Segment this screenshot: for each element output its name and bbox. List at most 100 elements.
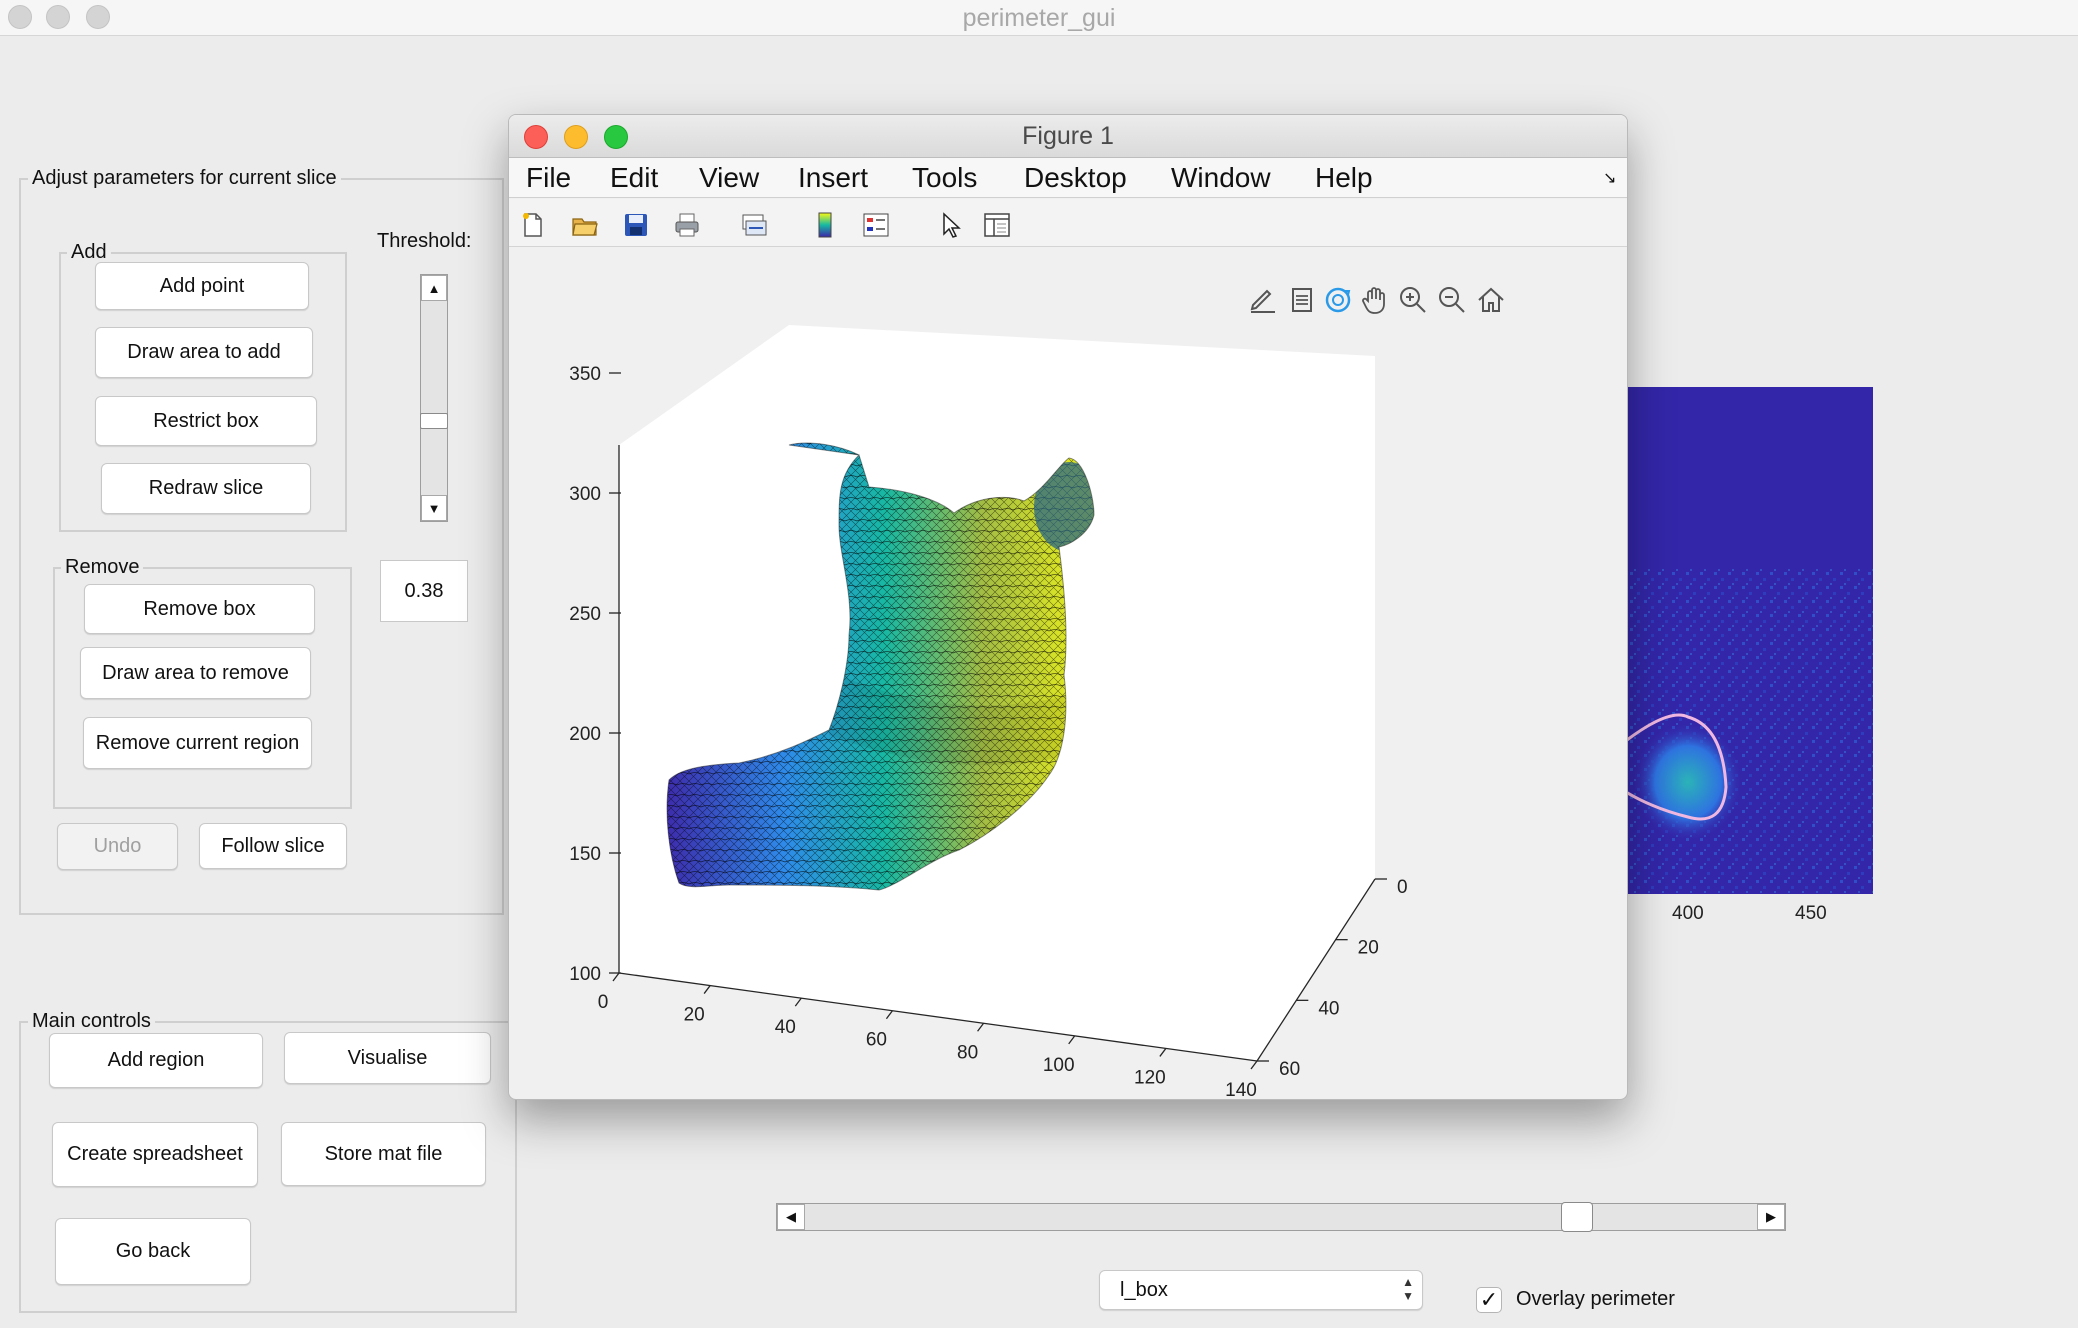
threshold-slider[interactable]: ▲ ▼ <box>420 274 448 522</box>
variable-select[interactable]: l_box ▲ ▼ <box>1099 1270 1423 1310</box>
data-tips-icon[interactable] <box>1285 283 1319 317</box>
main-controls-panel <box>19 1021 517 1313</box>
x-tick-label: 100 <box>1043 1055 1075 1076</box>
figure-zoom-button[interactable] <box>604 125 628 149</box>
figure-toolbar <box>509 199 1627 247</box>
home-icon[interactable] <box>1474 283 1508 317</box>
x-tick-mark <box>1159 1048 1167 1057</box>
select-arrows-icon: ▲ ▼ <box>1402 1275 1414 1303</box>
rotate-3d-icon[interactable] <box>1321 283 1355 317</box>
colorbar-icon[interactable] <box>811 211 839 239</box>
slider-left-arrow[interactable]: ◀ <box>777 1204 805 1230</box>
menu-tools[interactable]: Tools <box>912 162 978 193</box>
x-tick-mark <box>1250 1060 1258 1070</box>
legend-icon[interactable] <box>862 211 890 239</box>
x-tick-label: 120 <box>1134 1067 1166 1088</box>
x-tick-mark <box>1068 1035 1076 1045</box>
open-file-icon[interactable] <box>571 211 599 239</box>
redraw-slice-button[interactable]: Redraw slice <box>101 463 311 514</box>
x-tick-mark <box>612 972 620 982</box>
go-back-button[interactable]: Go back <box>55 1218 251 1285</box>
zoom-in-icon[interactable] <box>1396 283 1430 317</box>
z-tick-label: 150 <box>569 844 601 865</box>
window-title: perimeter_gui <box>962 4 1116 32</box>
z-tick-label: 200 <box>569 724 601 745</box>
image-x-tick-400: 400 <box>1672 903 1704 924</box>
visualise-button[interactable]: Visualise <box>284 1032 491 1084</box>
surface-outline <box>666 442 1095 891</box>
y-tick-label: 0 <box>1397 877 1408 898</box>
menu-desktop[interactable]: Desktop <box>1024 162 1127 193</box>
slice-slider[interactable]: ◀ ▶ <box>776 1202 1786 1232</box>
minimize-window-button[interactable] <box>46 5 70 29</box>
axes-lines <box>618 445 1376 1062</box>
image-x-tick-450: 450 <box>1795 903 1827 924</box>
menu-file[interactable]: File <box>526 162 572 193</box>
close-window-button[interactable] <box>8 5 32 29</box>
brush-icon[interactable] <box>1246 283 1280 317</box>
pan-icon[interactable] <box>1358 283 1392 317</box>
slice-slider-thumb[interactable] <box>1561 1202 1594 1232</box>
menu-insert[interactable]: Insert <box>798 162 869 193</box>
main-controls-title: Main controls <box>28 1010 155 1033</box>
x-tick-label: 0 <box>598 992 609 1013</box>
draw-area-to-add-button[interactable]: Draw area to add <box>95 327 313 378</box>
new-figure-icon[interactable] <box>519 211 547 239</box>
z-axis-ticks: 100 150 200 250 300 350 <box>569 364 621 985</box>
undo-button[interactable]: Undo <box>57 823 178 870</box>
save-icon[interactable] <box>622 211 650 239</box>
follow-slice-button[interactable]: Follow slice <box>199 823 347 869</box>
slider-up-arrow[interactable]: ▲ <box>421 275 447 301</box>
adjust-parameters-title: Adjust parameters for current slice <box>28 167 341 190</box>
z-tick-label: 350 <box>569 364 601 385</box>
variable-select-value: l_box <box>1120 1278 1168 1301</box>
z-tick-label: 300 <box>569 484 601 505</box>
threshold-value-field[interactable]: 0.38 <box>380 560 468 622</box>
remove-group-title: Remove <box>61 556 144 579</box>
x-tick-mark <box>885 1010 893 1020</box>
restrict-box-button[interactable]: Restrict box <box>95 396 317 446</box>
dock-arrow-icon[interactable]: ↘ <box>1603 170 1617 187</box>
print-icon[interactable] <box>673 211 701 239</box>
threshold-label: Threshold: <box>377 230 472 252</box>
main-titlebar: perimeter_gui <box>0 0 2078 36</box>
draw-area-to-remove-button[interactable]: Draw area to remove <box>80 647 311 699</box>
menu-edit[interactable]: Edit <box>610 162 659 193</box>
x-tick-label: 40 <box>775 1017 796 1038</box>
slider-right-arrow[interactable]: ▶ <box>1757 1204 1785 1230</box>
add-group <box>59 252 347 532</box>
figure-title: Figure 1 <box>1022 122 1114 150</box>
remove-box-button[interactable]: Remove box <box>84 584 315 634</box>
create-spreadsheet-button[interactable]: Create spreadsheet <box>52 1122 258 1187</box>
menu-window[interactable]: Window <box>1171 162 1271 193</box>
pointer-icon[interactable] <box>937 211 965 239</box>
perimeter-overlay <box>1628 713 1728 821</box>
figure-close-button[interactable] <box>524 125 548 149</box>
figure-window[interactable]: Figure 1 File Edit View Insert Tools Des… <box>508 114 1628 1100</box>
slice-image[interactable] <box>1628 387 1873 894</box>
zoom-window-button[interactable] <box>86 5 110 29</box>
x-tick-label: 20 <box>684 1005 705 1026</box>
remove-group <box>53 567 352 809</box>
zoom-out-icon[interactable] <box>1435 283 1469 317</box>
y-tick-label: 20 <box>1358 938 1379 959</box>
figure-menubar: File Edit View Insert Tools Desktop Wind… <box>509 158 1627 198</box>
slider-down-arrow[interactable]: ▼ <box>421 495 447 521</box>
menu-view[interactable]: View <box>699 162 760 193</box>
threshold-slider-thumb[interactable] <box>420 412 448 429</box>
z-tick-label: 100 <box>569 964 601 985</box>
remove-current-region-button[interactable]: Remove current region <box>83 717 312 769</box>
link-plot-icon[interactable] <box>740 211 768 239</box>
z-tick-label: 250 <box>569 604 601 625</box>
menu-help[interactable]: Help <box>1315 162 1373 193</box>
figure-minimize-button[interactable] <box>564 125 588 149</box>
x-tick-label: 60 <box>866 1030 887 1051</box>
add-region-button[interactable]: Add region <box>49 1033 263 1088</box>
add-point-button[interactable]: Add point <box>95 262 309 310</box>
y-tick-label: 40 <box>1318 998 1339 1019</box>
property-editor-icon[interactable] <box>983 211 1011 239</box>
x-tick-label: 80 <box>957 1042 978 1063</box>
overlay-perimeter-checkbox[interactable]: ✓ <box>1476 1287 1502 1313</box>
store-mat-file-button[interactable]: Store mat file <box>281 1122 486 1186</box>
surface-plot[interactable]: 100 150 200 250 300 350 0 20 40 60 80 100 120 140 0 2… <box>509 115 1628 1100</box>
